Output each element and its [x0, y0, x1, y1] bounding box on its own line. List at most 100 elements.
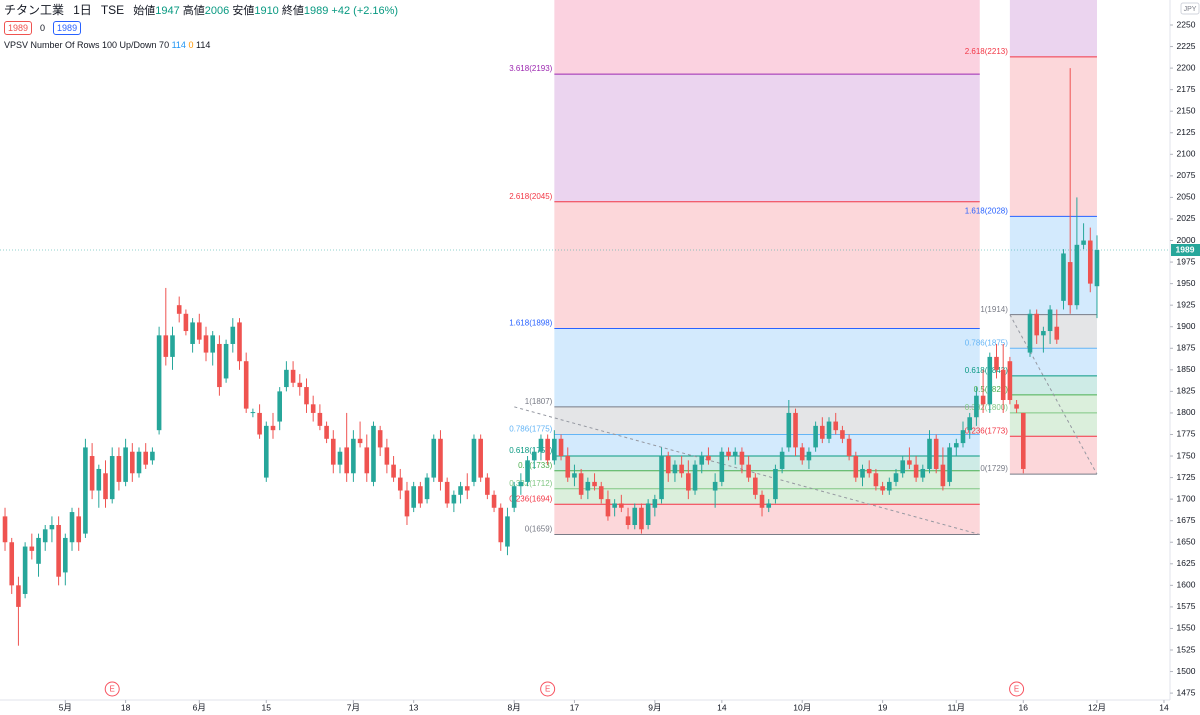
fib-label: 0.5(1733): [518, 461, 553, 470]
fib-label: 1.618(1898): [509, 319, 552, 328]
y-tick-label: 1800: [1177, 407, 1196, 417]
y-tick-label: 2225: [1177, 41, 1196, 51]
candle-body: [56, 525, 61, 577]
fib-label: 0.786(1775): [509, 425, 552, 434]
candle-body: [290, 369, 296, 383]
candle-body: [96, 468, 102, 491]
candle-body: [779, 451, 785, 469]
y-tick-label: 1975: [1177, 256, 1196, 266]
candle-body: [833, 421, 839, 431]
fib-band: [554, 434, 980, 457]
y-tick-label: 1600: [1177, 580, 1196, 590]
candle-body: [130, 451, 135, 474]
candle-body: [652, 499, 658, 508]
interval: 1日: [73, 3, 92, 17]
candle-body: [1047, 309, 1053, 332]
x-tick-label: 14: [717, 702, 727, 712]
title-row: チタン工業 1日 TSE 始値1947 高値2006 安値1910 終値1989…: [4, 2, 398, 20]
candle-body: [123, 447, 128, 482]
candle-body: [304, 387, 309, 405]
candle-body: [793, 412, 798, 448]
change-pct: (+2.16%): [353, 5, 399, 17]
x-tick-label: 14: [1159, 702, 1169, 712]
candle-body: [994, 356, 999, 370]
candle-body: [364, 447, 370, 474]
candle-body: [22, 546, 28, 594]
candle-body: [572, 473, 577, 478]
price-axis: [1170, 0, 1200, 715]
candle-body: [746, 464, 751, 478]
badge[interactable]: 1989: [4, 21, 33, 35]
close-label: 終値: [281, 5, 304, 17]
trend-line: [1009, 314, 1098, 475]
candle-body: [391, 464, 396, 478]
candle-body: [625, 516, 631, 525]
candle-body: [310, 404, 316, 413]
fib-band: [554, 0, 980, 75]
candle-body: [317, 412, 323, 426]
candle-body: [699, 456, 705, 465]
candle-body: [799, 447, 805, 461]
candle-body: [1067, 262, 1073, 306]
fib-label: 0.382(1712): [509, 479, 552, 488]
candle-body: [69, 512, 75, 543]
badges: 1989 0 1989: [4, 20, 398, 37]
event-label: E: [1014, 685, 1019, 694]
x-tick-label: 11月: [948, 702, 965, 712]
candle-body: [1000, 369, 1006, 400]
candle-body: [659, 456, 664, 500]
fib-band: [1009, 56, 1097, 217]
y-tick-label: 2025: [1177, 213, 1196, 223]
candle-body: [739, 451, 745, 465]
candle-body: [907, 460, 912, 465]
candle-body: [2, 516, 8, 543]
candle-body: [866, 468, 872, 474]
header: チタン工業 1日 TSE 始値1947 高値2006 安値1910 終値1989…: [4, 2, 398, 54]
candle-body: [471, 438, 477, 482]
event-marker: [104, 681, 120, 697]
fib-label: 1(1914): [980, 305, 1008, 314]
open: 1947: [155, 5, 180, 17]
fib-label: 0.618(1750): [509, 446, 552, 455]
candle-body: [525, 460, 530, 482]
candle-body: [344, 447, 349, 474]
candle-body: [196, 322, 202, 340]
candle-body: [203, 335, 209, 353]
candle-body: [230, 326, 236, 344]
candle-body: [464, 486, 470, 491]
candle-body: [840, 430, 845, 439]
y-tick-label: 1700: [1177, 493, 1196, 503]
candle-body: [478, 438, 483, 478]
y-tick-label: 1650: [1177, 536, 1196, 546]
candle-body: [284, 369, 289, 388]
candle-body: [263, 425, 269, 478]
candle-body: [665, 456, 671, 474]
candle-body: [384, 447, 390, 465]
candle-body: [1014, 404, 1019, 409]
fib-band: [554, 488, 980, 505]
badge[interactable]: 1989: [53, 21, 82, 35]
x-tick-label: 15: [262, 702, 272, 712]
candle-body: [726, 451, 731, 457]
candle-body: [1034, 313, 1039, 336]
candle-body: [297, 382, 303, 388]
candle-body: [485, 477, 490, 495]
candle-body: [1094, 250, 1100, 287]
candle-body: [980, 395, 986, 405]
candle-body: [357, 438, 363, 444]
candle-body: [719, 451, 725, 482]
candle-body: [605, 499, 611, 517]
candle-body: [411, 486, 416, 508]
y-tick-label: 1475: [1177, 687, 1196, 697]
fib-label: 0(1659): [525, 525, 553, 534]
x-tick-label: 13: [409, 702, 419, 712]
candle-body: [887, 481, 892, 491]
event-label: E: [110, 685, 115, 694]
y-tick-label: 1575: [1177, 601, 1196, 611]
candle-body: [277, 391, 282, 422]
close: 1989: [303, 5, 329, 17]
y-tick-label: 1850: [1177, 364, 1196, 374]
y-tick-label: 2075: [1177, 170, 1196, 180]
candle-body: [176, 305, 182, 314]
